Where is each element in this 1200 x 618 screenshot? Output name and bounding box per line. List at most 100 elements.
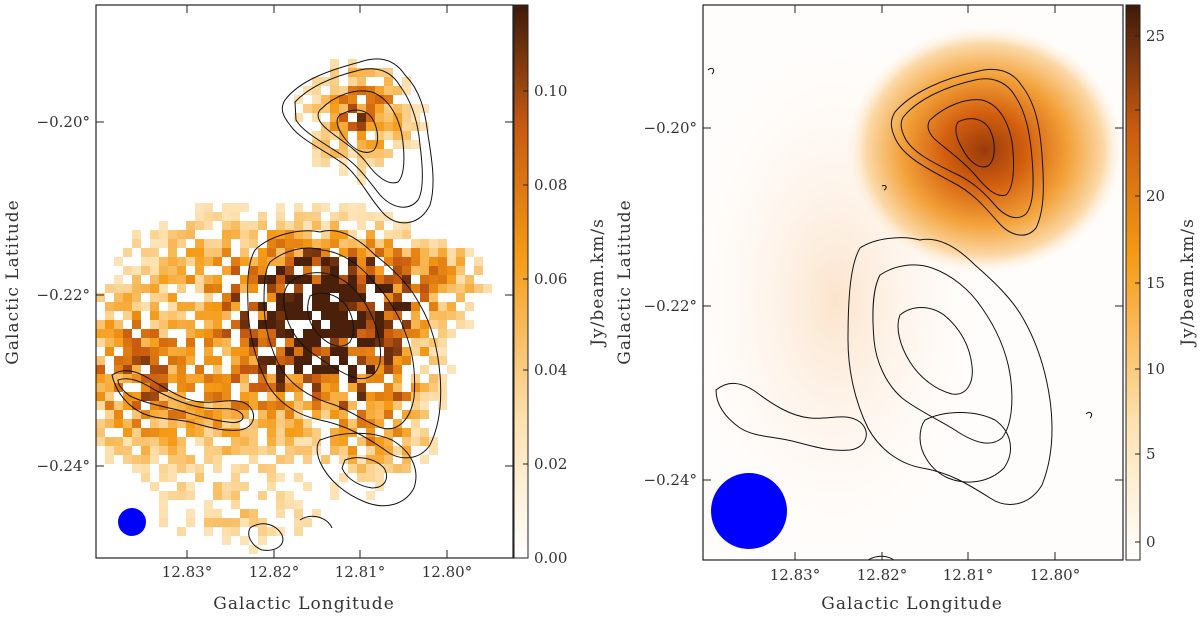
intensity-pixel <box>294 239 303 248</box>
intensity-pixel <box>276 311 285 320</box>
intensity-pixel <box>321 275 330 284</box>
intensity-pixel <box>348 68 357 77</box>
intensity-pixel <box>168 275 177 284</box>
intensity-pixel <box>141 266 150 275</box>
intensity-pixel <box>294 221 303 230</box>
intensity-pixel <box>348 248 357 257</box>
right-cbar-tick-5: 25 <box>1146 27 1165 45</box>
intensity-pixel <box>474 257 483 266</box>
intensity-pixel <box>294 500 303 509</box>
left-ytick-0: −0.20° <box>37 113 90 131</box>
intensity-pixel <box>438 302 447 311</box>
intensity-pixel <box>348 149 357 158</box>
intensity-pixel <box>249 392 258 401</box>
intensity-pixel <box>366 491 375 500</box>
intensity-pixel <box>339 95 348 104</box>
intensity-pixel <box>195 257 204 266</box>
intensity-pixel <box>213 518 222 527</box>
intensity-pixel <box>411 122 420 131</box>
intensity-pixel <box>438 284 447 293</box>
intensity-pixel <box>114 374 123 383</box>
intensity-pixel <box>384 464 393 473</box>
intensity-pixel <box>303 482 312 491</box>
intensity-pixel <box>267 248 276 257</box>
intensity-pixel <box>114 401 123 410</box>
intensity-pixel <box>294 365 303 374</box>
intensity-pixel <box>438 266 447 275</box>
intensity-pixel <box>258 257 267 266</box>
intensity-pixel <box>357 248 366 257</box>
left-frame <box>95 4 514 559</box>
intensity-pixel <box>159 518 168 527</box>
intensity-pixel <box>429 257 438 266</box>
right-cbar-tick-1: 5 <box>1146 445 1156 463</box>
intensity-pixel <box>177 419 186 428</box>
intensity-pixel <box>348 329 357 338</box>
intensity-pixel <box>393 293 402 302</box>
intensity-pixel <box>177 266 186 275</box>
intensity-pixel <box>447 311 456 320</box>
intensity-pixel <box>141 455 150 464</box>
intensity-pixel <box>240 464 249 473</box>
intensity-pixel <box>141 284 150 293</box>
intensity-pixel <box>285 338 294 347</box>
intensity-pixel <box>105 392 114 401</box>
intensity-pixel <box>204 437 213 446</box>
intensity-pixel <box>240 329 249 338</box>
intensity-pixel <box>357 419 366 428</box>
intensity-pixel <box>285 221 294 230</box>
intensity-pixel <box>339 140 348 149</box>
intensity-pixel <box>276 248 285 257</box>
intensity-pixel <box>411 248 420 257</box>
intensity-pixel <box>312 320 321 329</box>
intensity-pixel <box>159 230 168 239</box>
intensity-pixel <box>213 428 222 437</box>
intensity-pixel <box>330 284 339 293</box>
intensity-pixel <box>204 356 213 365</box>
intensity-pixel <box>150 293 159 302</box>
intensity-pixel <box>402 284 411 293</box>
intensity-pixel <box>294 356 303 365</box>
intensity-pixel <box>312 149 321 158</box>
intensity-pixel <box>177 230 186 239</box>
intensity-pixel <box>429 356 438 365</box>
intensity-pixel <box>303 347 312 356</box>
intensity-pixel <box>321 221 330 230</box>
intensity-pixel <box>276 212 285 221</box>
intensity-pixel <box>321 122 330 131</box>
intensity-pixel <box>402 140 411 149</box>
intensity-pixel <box>168 437 177 446</box>
intensity-pixel <box>366 347 375 356</box>
intensity-pixel <box>249 401 258 410</box>
intensity-pixel <box>321 158 330 167</box>
intensity-pixel <box>150 338 159 347</box>
intensity-pixel <box>393 464 402 473</box>
intensity-pixel <box>294 338 303 347</box>
intensity-pixel <box>177 437 186 446</box>
intensity-pixel <box>276 383 285 392</box>
intensity-pixel <box>213 401 222 410</box>
intensity-pixel <box>168 464 177 473</box>
intensity-pixel <box>384 257 393 266</box>
intensity-pixel <box>240 401 249 410</box>
intensity-pixel <box>249 419 258 428</box>
intensity-pixel <box>213 464 222 473</box>
intensity-pixel <box>150 419 159 428</box>
intensity-pixel <box>366 410 375 419</box>
intensity-pixel <box>402 257 411 266</box>
intensity-pixel <box>348 293 357 302</box>
intensity-pixel <box>312 221 321 230</box>
intensity-pixel <box>285 311 294 320</box>
intensity-pixel <box>186 275 195 284</box>
intensity-pixel <box>456 284 465 293</box>
intensity-pixel <box>438 239 447 248</box>
intensity-pixel <box>258 320 267 329</box>
intensity-pixel <box>411 239 420 248</box>
intensity-pixel <box>114 437 123 446</box>
intensity-pixel <box>321 104 330 113</box>
intensity-pixel <box>357 140 366 149</box>
intensity-pixel <box>330 437 339 446</box>
intensity-pixel <box>330 365 339 374</box>
intensity-pixel <box>465 284 474 293</box>
